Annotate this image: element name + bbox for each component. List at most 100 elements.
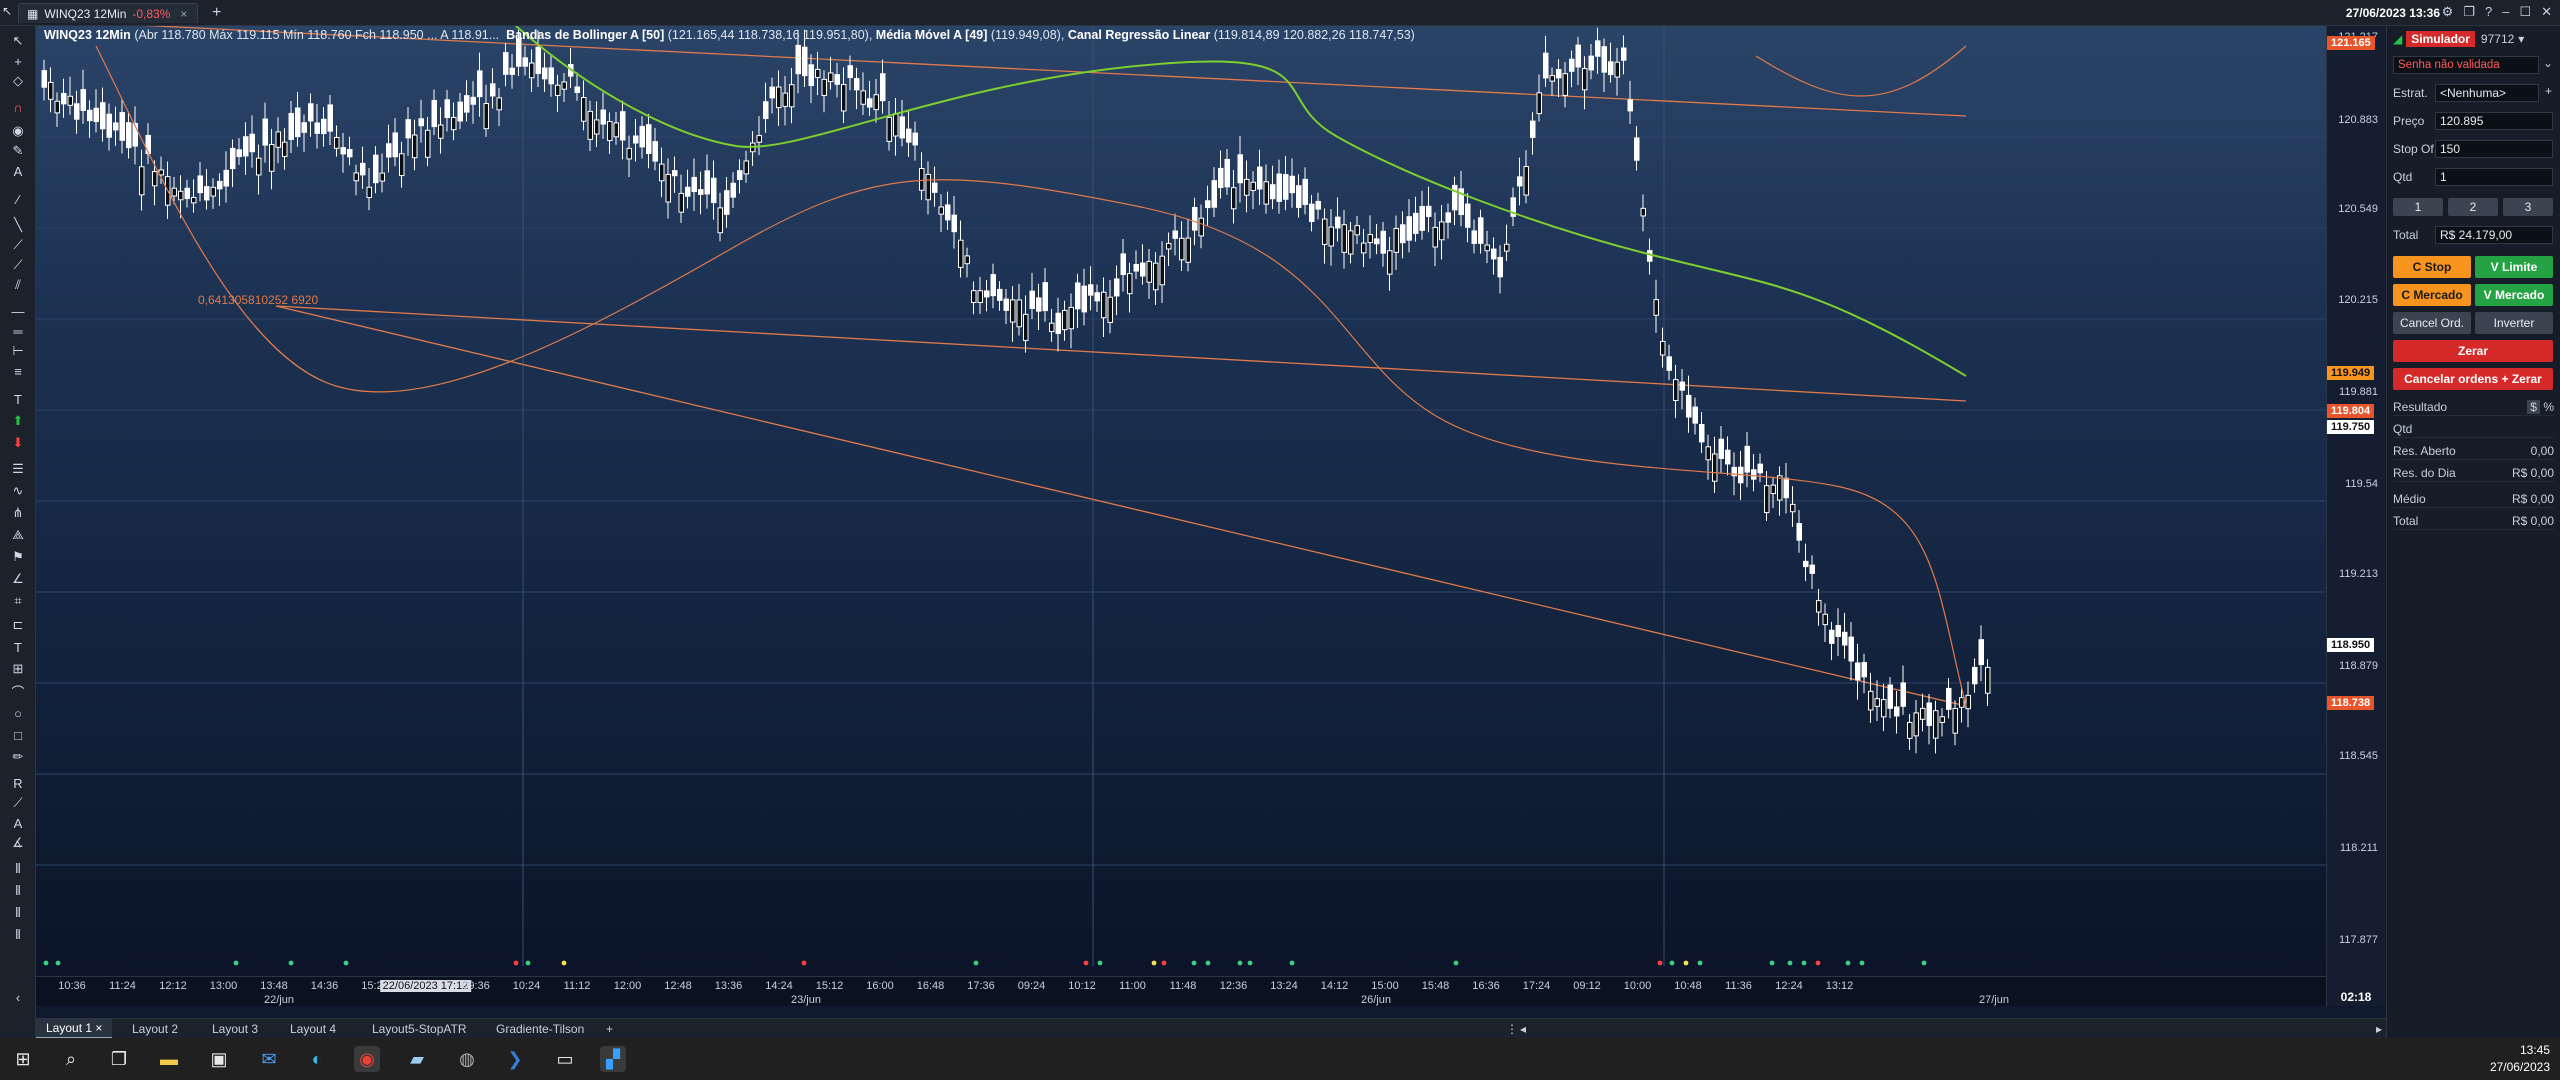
restore-icon[interactable]: ❐: [2463, 4, 2475, 19]
pen-icon[interactable]: ✎: [12, 143, 24, 158]
invert-button[interactable]: Inverter: [2475, 312, 2553, 334]
minimize-icon[interactable]: –: [2502, 4, 2510, 19]
layout-tab-6[interactable]: Gradiente-Tilson: [496, 1022, 585, 1036]
v-limite-button[interactable]: V Limite: [2475, 256, 2553, 278]
app2-icon[interactable]: ◍: [459, 1048, 475, 1069]
brush-icon[interactable]: ∕: [16, 191, 20, 207]
line-icon[interactable]: ╲: [14, 217, 22, 232]
simulator-badge[interactable]: Simulador: [2406, 31, 2475, 47]
magnet-icon[interactable]: ∩: [13, 99, 23, 115]
time-axis[interactable]: 10:36 11:24 12:12 13:00 13:48 14:36 15:24 22/06…: [36, 976, 2326, 1006]
cancel-orders-button[interactable]: Cancel Ord.: [2393, 312, 2471, 334]
scroll-left-icon[interactable]: ◂: [1520, 1022, 1527, 1036]
text-icon[interactable]: T: [14, 391, 22, 407]
add-tab-button[interactable]: +: [212, 4, 222, 21]
c-mercado-button[interactable]: C Mercado: [2393, 284, 2471, 306]
text-box-icon[interactable]: T: [14, 639, 22, 655]
powershell-icon[interactable]: ❯: [507, 1048, 523, 1069]
layout-tab-5[interactable]: Layout5-StopATR: [372, 1022, 467, 1036]
maximize-icon[interactable]: ☐: [2519, 4, 2532, 19]
ratio-icon[interactable]: ⟋: [13, 795, 23, 810]
profit-icon[interactable]: ▞: [600, 1046, 626, 1072]
settings-icon[interactable]: ⚙: [2441, 4, 2454, 19]
projection-icon[interactable]: ⚑: [12, 549, 24, 564]
levels-icon[interactable]: ☰: [12, 461, 24, 476]
terminal-icon[interactable]: ▭: [556, 1048, 574, 1069]
histogram-icon[interactable]: ⦀: [15, 905, 21, 920]
ray-icon[interactable]: ⟋: [13, 237, 23, 252]
add-strategy-icon[interactable]: +: [2545, 84, 2553, 98]
layout-tab-3[interactable]: Layout 3: [212, 1022, 259, 1036]
r-icon[interactable]: R: [13, 775, 23, 791]
help-icon[interactable]: ?: [2484, 4, 2493, 19]
currency-toggle-icon[interactable]: $: [2527, 399, 2540, 414]
strategy-select[interactable]: <Nenhuma>: [2435, 84, 2539, 102]
a-icon[interactable]: A: [13, 815, 23, 831]
chrome-icon[interactable]: ◉: [354, 1046, 380, 1072]
fork-icon[interactable]: ⋔: [12, 505, 24, 520]
file-explorer-icon[interactable]: ▬: [160, 1048, 178, 1069]
ellipse-icon[interactable]: ○: [14, 705, 22, 721]
crosshair-icon[interactable]: +: [14, 53, 22, 69]
hline-icon[interactable]: —: [11, 303, 25, 319]
stop-input[interactable]: 150: [2435, 140, 2553, 158]
layout-tab-1[interactable]: Layout 1 ×: [36, 1019, 113, 1039]
chart-tab[interactable]: ▦ WINQ23 12Min -0,83% ×: [18, 3, 199, 23]
hray-icon[interactable]: ═: [13, 323, 23, 339]
qty-2-button[interactable]: 2: [2448, 198, 2498, 216]
mail-icon[interactable]: ✉: [261, 1048, 277, 1069]
account-select[interactable]: 97712: [2480, 32, 2515, 46]
price-input[interactable]: 120.895: [2435, 112, 2553, 130]
angle-icon[interactable]: ∡: [12, 835, 24, 850]
eraser-icon[interactable]: ◇: [13, 73, 23, 88]
vline-icon[interactable]: ⊢: [12, 343, 24, 358]
cycle-icon[interactable]: ∿: [12, 483, 24, 498]
arc-icon[interactable]: ⌒: [11, 684, 25, 700]
volume-icon[interactable]: ⦀: [15, 883, 21, 898]
text-tool-icon[interactable]: A: [13, 163, 23, 179]
bars-icon[interactable]: ⦀: [15, 861, 21, 876]
close-window-icon[interactable]: ✕: [2541, 4, 2552, 19]
search-icon[interactable]: ⌕: [65, 1048, 77, 1069]
percent-toggle-icon[interactable]: %: [2543, 399, 2554, 414]
qty-1-button[interactable]: 1: [2393, 198, 2443, 216]
arrow-down-icon[interactable]: ⬇: [12, 435, 24, 450]
pencil-icon[interactable]: ✏: [12, 749, 24, 764]
more-icon[interactable]: ⋮: [1506, 1022, 1518, 1036]
channel-icon[interactable]: ⫽: [15, 277, 21, 292]
fibo-icon[interactable]: ≡: [14, 363, 22, 379]
layout-tab-2[interactable]: Layout 2: [132, 1022, 179, 1036]
c-stop-button[interactable]: C Stop: [2393, 256, 2471, 278]
cursor-icon[interactable]: ↖: [2, 4, 13, 18]
windows-start-icon[interactable]: ⊞: [15, 1048, 31, 1069]
grid-icon[interactable]: ⊞: [12, 661, 24, 676]
ruler-icon[interactable]: ⊏: [12, 617, 24, 632]
close-icon[interactable]: ×: [180, 6, 188, 21]
scroll-icon[interactable]: ⦀: [15, 927, 21, 942]
trendline-icon[interactable]: ⟋: [13, 257, 23, 272]
gann-icon[interactable]: ⟁: [12, 527, 24, 542]
measure-icon[interactable]: ⌗: [14, 593, 22, 608]
add-layout-icon[interactable]: +: [606, 1022, 614, 1036]
collapse-icon[interactable]: ‹: [15, 989, 21, 1005]
pointer-icon[interactable]: ↖: [12, 33, 24, 48]
v-mercado-button[interactable]: V Mercado: [2475, 284, 2553, 306]
chevron-down-icon[interactable]: ▾: [2518, 32, 2525, 46]
app-icon[interactable]: ▰: [410, 1048, 424, 1069]
zero-position-button[interactable]: Zerar: [2393, 340, 2553, 362]
qty-3-button[interactable]: 3: [2503, 198, 2553, 216]
price-chart[interactable]: WINQ23 12Min (Abr 118.780 Máx 119.115 Mí…: [36, 26, 2326, 976]
arrow-up-icon[interactable]: ⬆: [12, 413, 24, 428]
cancel-and-zero-button[interactable]: Cancelar ordens + Zerar: [2393, 368, 2553, 390]
password-field[interactable]: Senha não validada: [2393, 56, 2539, 74]
layout-tab-4[interactable]: Layout 4: [290, 1022, 337, 1036]
expand-icon[interactable]: ⌄: [2543, 56, 2554, 70]
price-axis[interactable]: 121.217 120.883 120.549 120.215 119.881 …: [2326, 26, 2386, 1006]
edge-icon[interactable]: ◐: [311, 1048, 323, 1069]
pattern-icon[interactable]: ∠: [12, 571, 24, 586]
scroll-right-icon[interactable]: ▸: [2376, 1022, 2383, 1036]
store-icon[interactable]: ▣: [210, 1048, 228, 1069]
task-view-icon[interactable]: ❐: [110, 1048, 128, 1069]
close-icon[interactable]: ×: [95, 1021, 103, 1035]
paint-icon[interactable]: ◉: [12, 123, 24, 138]
